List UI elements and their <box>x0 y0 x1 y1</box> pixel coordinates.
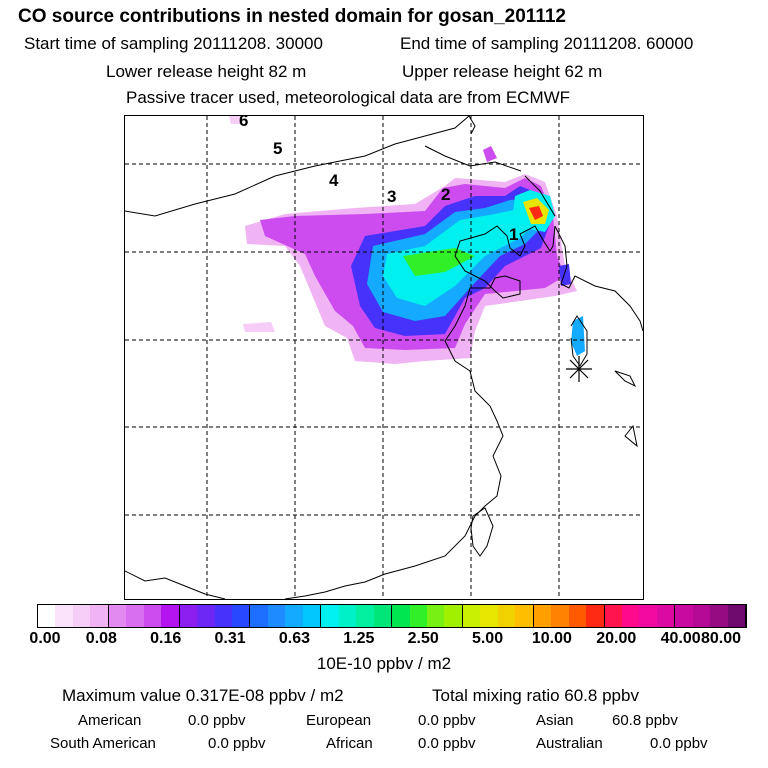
max-value-text: Maximum value 0.317E-08 ppbv / m2 <box>62 686 344 705</box>
colorbar-swatch <box>250 605 268 627</box>
colorbar-swatch <box>692 605 711 627</box>
colorbar-swatch <box>392 605 410 627</box>
colorbar-swatch <box>604 605 622 627</box>
colorbar-swatch <box>302 605 322 627</box>
colorbar-swatch <box>409 605 427 627</box>
colorbar-swatch <box>126 605 144 627</box>
colorbar-swatch <box>197 605 215 627</box>
graticule <box>125 116 643 599</box>
colorbar-swatch <box>338 605 357 627</box>
colorbar-swatch <box>426 605 445 627</box>
trajectory-label-4: 4 <box>329 171 339 190</box>
american-value: 0.0 ppbv <box>188 712 246 729</box>
colorbar-swatch <box>515 605 534 627</box>
colorbar-tick-label: 10.00 <box>531 630 572 647</box>
colorbar-swatch <box>497 605 516 627</box>
trajectory-labels: 1 2 3 4 5 6 <box>239 116 518 244</box>
colorbar-tick-label: 0.16 <box>150 630 182 647</box>
start-time-text: Start time of sampling 20111208. 30000 <box>24 34 323 53</box>
colorbar-swatch <box>214 605 232 627</box>
colorbar-tick-label: 0.63 <box>278 630 311 647</box>
colorbar-swatch <box>55 605 73 627</box>
colorbar-swatch <box>639 605 657 627</box>
map-canvas: 1 2 3 4 5 6 <box>125 116 643 599</box>
trajectory-label-1: 1 <box>509 225 518 244</box>
colorbar-swatch <box>321 605 339 627</box>
colorbar-unit: 10E-10 ppbv / m2 <box>316 654 452 673</box>
colorbar-swatch <box>38 605 56 627</box>
tracer-note: Passive tracer used, meteorological data… <box>126 88 571 107</box>
lower-release-text: Lower release height 82 m <box>106 62 307 81</box>
african-label: African <box>326 735 373 752</box>
european-label: European <box>306 712 372 729</box>
colorbar-swatch <box>551 605 569 627</box>
map-title: CO source contributions in nested domain… <box>18 6 566 27</box>
colorbar-swatch <box>108 605 127 627</box>
colorbar-tick-label: 5.00 <box>471 630 504 647</box>
trajectory-label-2: 2 <box>441 185 450 204</box>
trajectory-label-5: 5 <box>273 139 282 158</box>
colorbar-swatch <box>231 605 251 627</box>
coastlines <box>125 116 643 599</box>
concentration-plume <box>229 116 585 364</box>
colorbar-swatch <box>586 605 605 627</box>
colorbar-swatch <box>179 605 198 627</box>
south-american-value: 0.0 ppbv <box>208 735 266 752</box>
colorbar-swatch <box>72 605 91 627</box>
african-value: 0.0 ppbv <box>418 735 476 752</box>
trajectory-label-3: 3 <box>387 187 396 206</box>
colorbar-swatch <box>90 605 109 627</box>
colorbar-swatch <box>143 605 162 627</box>
colorbar-swatch <box>675 605 693 627</box>
colorbar-swatch <box>462 605 481 627</box>
colorbar-tick-label: 0.00 <box>29 630 61 647</box>
colorbar <box>37 604 747 628</box>
map-panel: 1 2 3 4 5 6 <box>124 115 644 600</box>
colorbar-swatch <box>356 605 374 627</box>
colorbar-tick-label: 20.00 <box>596 630 637 647</box>
european-value: 0.0 ppbv <box>418 712 476 729</box>
australian-value: 0.0 ppbv <box>650 735 708 752</box>
upper-release-text: Upper release height 62 m <box>402 62 603 81</box>
colorbar-swatch <box>710 605 728 627</box>
end-time-text: End time of sampling 20111208. 60000 <box>400 34 694 53</box>
colorbar-tick-label: 0.31 <box>214 630 246 647</box>
colorbar-swatch <box>267 605 286 627</box>
trajectory-label-6: 6 <box>239 116 248 130</box>
colorbar-tick-label: 0.08 <box>85 630 117 647</box>
colorbar-swatch <box>373 605 393 627</box>
colorbar-swatch <box>444 605 463 627</box>
colorbar-tick-label: 80.00 <box>700 630 742 647</box>
american-label: American <box>78 712 142 729</box>
colorbar-swatch <box>621 605 640 627</box>
total-mixing-text: Total mixing ratio 60.8 ppbv <box>432 686 639 705</box>
colorbar-swatch <box>568 605 587 627</box>
colorbar-swatch <box>480 605 498 627</box>
colorbar-swatch <box>533 605 552 627</box>
colorbar-swatch <box>656 605 676 627</box>
colorbar-tick-label: 2.50 <box>407 630 439 647</box>
south-american-label: South American <box>50 735 156 752</box>
asian-value: 60.8 ppbv <box>612 712 678 729</box>
asian-label: Asian <box>536 712 574 729</box>
colorbar-tick-label: 40.00 <box>660 630 701 647</box>
colorbar-swatch <box>285 605 303 627</box>
australian-label: Australian <box>536 735 603 752</box>
colorbar-tick-label: 1.25 <box>343 630 375 647</box>
colorbar-swatch <box>727 605 747 627</box>
colorbar-swatch <box>161 605 180 627</box>
receptor-asterisk-icon <box>566 356 592 382</box>
